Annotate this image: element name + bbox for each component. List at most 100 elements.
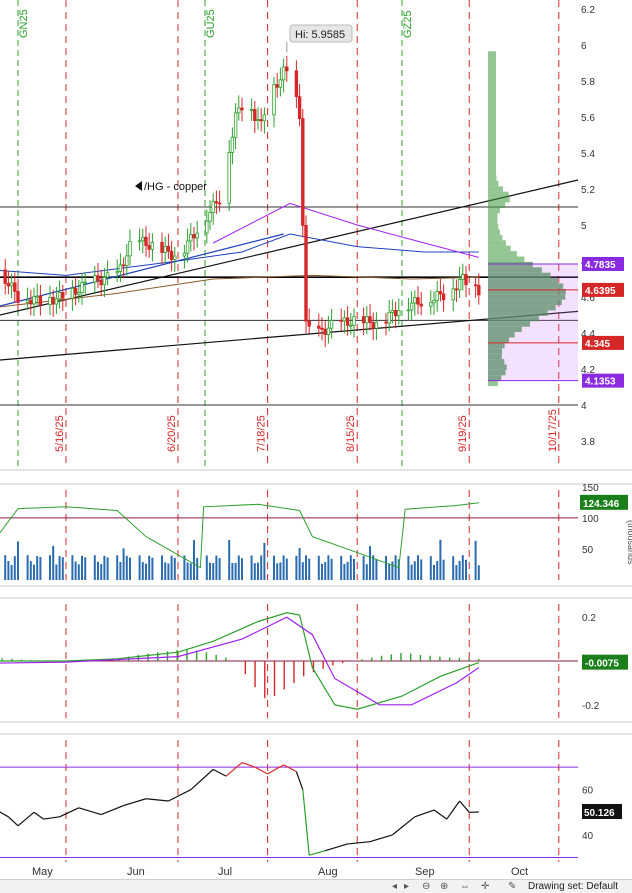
rsi-line-segment <box>44 817 60 819</box>
candle-body <box>231 137 234 152</box>
candle-body <box>10 283 13 286</box>
volume-profile-bar <box>488 203 505 208</box>
rsi-line-segment <box>348 842 370 844</box>
volume-bar <box>97 562 99 580</box>
zoom-out-icon[interactable]: ⊖ <box>422 880 430 893</box>
candle-body <box>273 85 276 115</box>
volume-profile-bar <box>488 230 500 235</box>
candle-body <box>190 234 193 240</box>
candle-body <box>407 310 410 311</box>
event-date-label: 7/18/25 <box>256 415 268 452</box>
volume-bar <box>171 556 173 580</box>
volume-profile-bar <box>488 68 496 73</box>
rsi-line-segment <box>268 765 284 774</box>
candle-body <box>209 212 212 221</box>
candle <box>174 247 177 272</box>
volume-profile-bar <box>488 95 496 100</box>
volume-bar <box>75 562 77 580</box>
volume-profile-bar <box>488 89 496 94</box>
candle <box>369 304 372 330</box>
candle <box>148 233 151 258</box>
candle-body <box>282 67 285 80</box>
candle-body <box>193 234 196 237</box>
volume-bar <box>81 556 83 580</box>
candle <box>4 259 7 295</box>
symbol-label: /HG - copper <box>144 181 207 193</box>
volume-bar <box>94 555 96 580</box>
volume-bar <box>308 559 310 580</box>
candle <box>250 98 253 120</box>
volume-profile-bar <box>488 62 496 67</box>
volume-bar <box>414 561 416 580</box>
volume-bar <box>30 561 32 580</box>
candle-body <box>305 225 308 321</box>
drawing-set-label[interactable]: Drawing set: Default <box>528 880 618 893</box>
candle-body <box>116 272 119 273</box>
volume-bar <box>363 556 365 580</box>
candle <box>372 313 375 341</box>
candle <box>474 277 477 298</box>
candle-body <box>286 67 289 71</box>
candle-body <box>254 109 257 120</box>
scroll-left-icon[interactable]: ◂ <box>392 880 397 893</box>
volume-bar <box>436 561 438 580</box>
volume-bar <box>126 556 128 580</box>
candle-body <box>465 275 468 285</box>
candle <box>282 59 285 93</box>
y-tick-label: 3.8 <box>581 437 595 448</box>
candle-body <box>241 108 244 110</box>
volume-bar <box>455 565 457 580</box>
volume-bar <box>39 557 41 580</box>
trend-line <box>0 234 284 306</box>
candle-body <box>257 120 260 121</box>
volume-bar <box>228 540 230 580</box>
rsi-line-segment <box>392 817 414 835</box>
volume-bar <box>142 562 144 580</box>
rsi-line-segment <box>370 835 392 842</box>
y-tick-label: 5.4 <box>581 149 595 160</box>
candle <box>97 263 100 288</box>
volume-bar <box>260 555 262 580</box>
candle <box>414 290 417 315</box>
candle <box>295 60 298 108</box>
rsi-line-segment <box>255 767 268 774</box>
volume-bar <box>257 563 259 580</box>
candle <box>129 229 132 265</box>
volume-bar <box>452 556 454 580</box>
candle-body <box>62 293 65 299</box>
volume-bar <box>299 548 301 580</box>
candle-body <box>362 317 365 323</box>
volume-units-caption: (thousands <box>626 520 632 565</box>
candle <box>138 229 141 251</box>
volume-profile-bar <box>488 100 496 105</box>
zoom-in-icon[interactable]: ⊕ <box>440 880 448 893</box>
volume-bar <box>215 556 217 580</box>
expiry-marker-label: GN25 <box>18 9 30 38</box>
volume-profile-bar <box>488 251 517 256</box>
pencil-icon[interactable]: ✎ <box>508 880 516 893</box>
rsi-line-segment <box>124 799 146 806</box>
candle-body <box>263 115 266 121</box>
candle <box>260 108 263 131</box>
rsi-line-segment <box>60 808 79 817</box>
candle-body <box>455 289 458 290</box>
scroll-right-icon[interactable]: ▸ <box>404 880 409 893</box>
candle-body <box>388 313 391 324</box>
candle <box>330 309 333 339</box>
volume-bar <box>241 558 243 580</box>
candle-body <box>372 322 375 328</box>
crosshair-icon[interactable]: ✛ <box>481 880 489 893</box>
volume-bar <box>164 562 166 580</box>
fit-width-icon[interactable]: ⇔ <box>460 880 470 893</box>
candle-body <box>106 273 109 277</box>
rsi-last-value: 50.126 <box>584 808 615 819</box>
volume-bar <box>327 555 329 580</box>
volume-bar <box>385 556 387 580</box>
candle <box>151 233 154 261</box>
candle-body <box>410 303 413 310</box>
candle-body <box>212 202 215 213</box>
candle-body <box>151 242 154 249</box>
candle <box>234 103 237 149</box>
